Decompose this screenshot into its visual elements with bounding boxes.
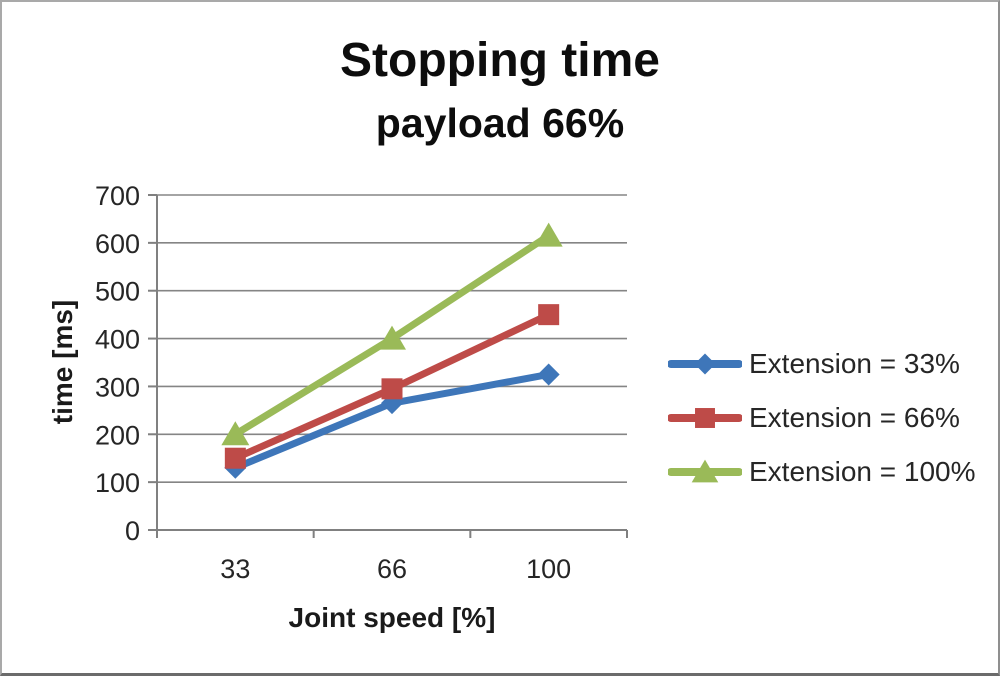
- diamond-marker: [694, 353, 716, 375]
- y-tick-label: 0: [125, 516, 140, 546]
- legend-label: Extension = 33%: [749, 348, 960, 379]
- legend: Extension = 33% Extension = 66% Extension …: [668, 348, 976, 511]
- square-marker: [224, 447, 246, 469]
- square-marker: [695, 408, 715, 428]
- legend-item: Extension = 33%: [668, 348, 976, 379]
- triangle-marker: [221, 421, 250, 446]
- square-marker: [381, 378, 403, 400]
- series-100: [221, 222, 563, 446]
- y-tick-label: 200: [95, 420, 140, 450]
- y-tick-label: 300: [95, 372, 140, 402]
- triangle-marker: [691, 459, 719, 483]
- y-tick-label: 600: [95, 229, 140, 259]
- triangle-marker: [378, 325, 406, 350]
- x-tick-label: 33: [220, 554, 250, 584]
- legend-label: Extension = 66%: [749, 402, 960, 433]
- legend-marker: [668, 353, 742, 375]
- chart-subtitle: payload 66%: [375, 100, 625, 146]
- y-tick-label: 700: [95, 181, 140, 211]
- y-axis-title: time [ms]: [47, 299, 78, 425]
- legend-item: Extension = 66%: [668, 402, 976, 433]
- y-tick-label: 100: [95, 468, 140, 498]
- legend-marker: [668, 408, 742, 428]
- y-tick-label: 400: [95, 325, 140, 355]
- diamond-marker: [537, 363, 560, 386]
- legend-marker: [668, 459, 742, 483]
- y-tick-label: 500: [95, 277, 140, 307]
- chart-title: Stopping time: [340, 34, 660, 87]
- triangle-marker: [534, 222, 563, 247]
- x-tick-label: 66: [377, 554, 407, 584]
- legend-item: Extension = 100%: [668, 456, 976, 487]
- x-axis-title: Joint speed [%]: [288, 602, 496, 633]
- x-tick-label: 100: [526, 554, 571, 584]
- series-66: [224, 304, 560, 469]
- legend-label: Extension = 100%: [749, 456, 976, 487]
- square-marker: [538, 304, 560, 326]
